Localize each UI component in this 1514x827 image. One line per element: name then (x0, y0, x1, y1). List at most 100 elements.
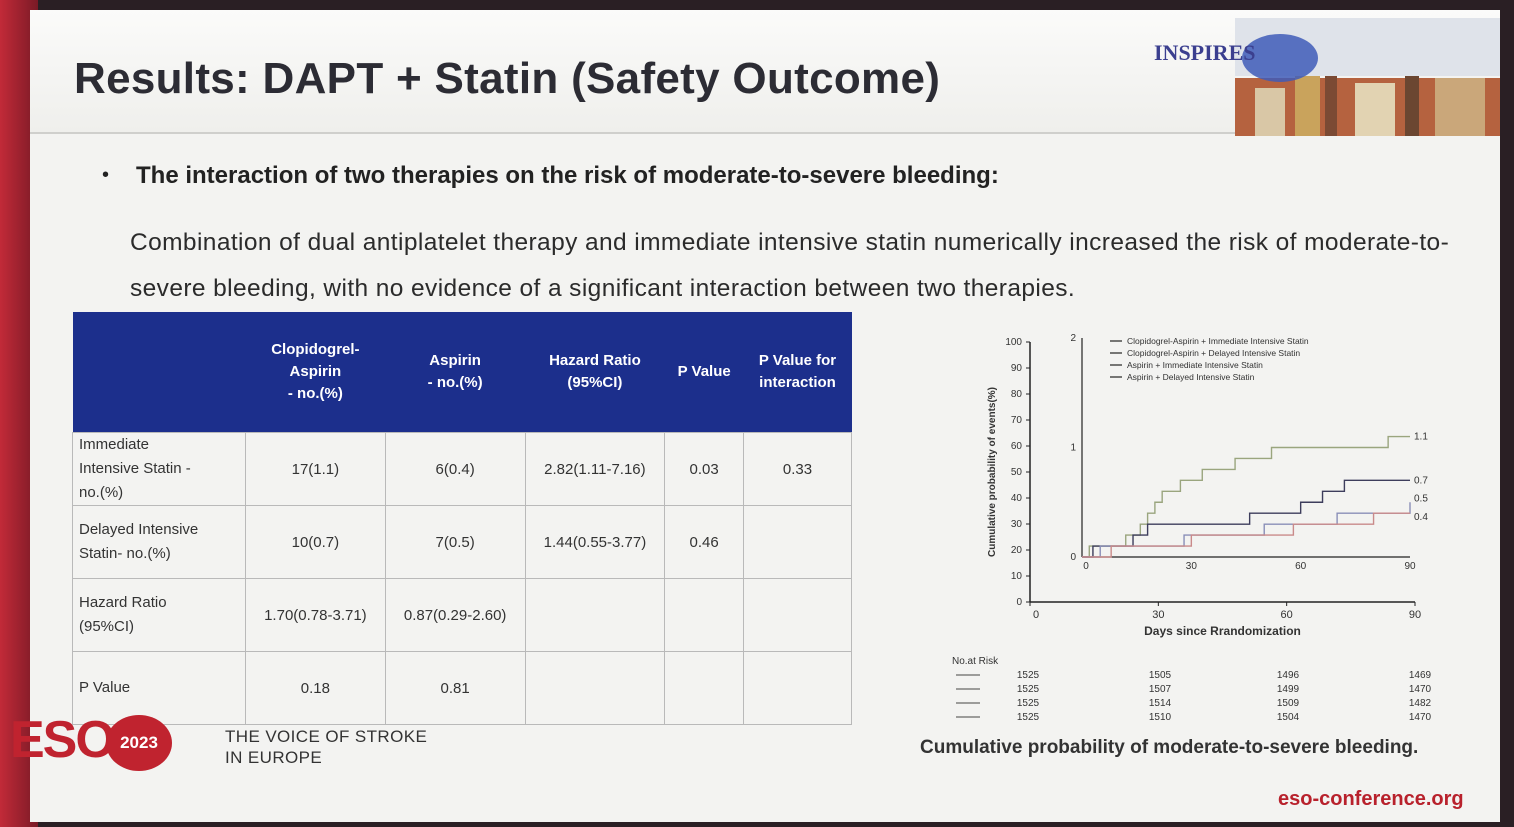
risk-count: 1499 (1277, 684, 1300, 695)
risk-count: 1509 (1277, 698, 1300, 709)
header-cell (72, 312, 246, 433)
x-axis-title: Days since Rrandomization (1144, 624, 1301, 638)
risk-count: 1504 (1277, 712, 1300, 723)
risk-count: 1470 (1409, 712, 1432, 723)
table-cell: 10(0.7) (245, 505, 386, 579)
x-tick-label: 30 (1152, 609, 1164, 621)
risk-count: 1525 (1017, 712, 1040, 723)
header-cell: P Value (664, 312, 744, 433)
series-end-label: 1.1 (1414, 432, 1428, 443)
y-axis-title: Cumulative probability of events(%) (987, 387, 998, 557)
website-link[interactable]: eso-conference.org (1278, 788, 1464, 810)
inspires-logo-text: INSPIRES (1154, 40, 1256, 65)
row-label: Delayed Intensive Statin- no.(%) (72, 505, 246, 579)
tagline: THE VOICE OF STROKE IN EUROPE (225, 726, 427, 768)
inset-y-tick-label: 0 (1070, 552, 1076, 563)
inset-y-tick-label: 1 (1070, 443, 1076, 454)
risk-count: 1510 (1149, 712, 1172, 723)
slide: Results: DAPT + Statin (Safety Outcome) … (10, 10, 1500, 822)
inset-x-tick-label: 60 (1295, 561, 1307, 572)
series-line-3 (1082, 502, 1411, 558)
summary-paragraph: Combination of dual antiplatelet therapy… (130, 229, 1450, 302)
esoc-year-badge: 2023 (106, 715, 172, 771)
legend-label: Clopidogrel-Aspirin + Delayed Intensive … (1127, 348, 1300, 358)
table-cell: 17(1.1) (245, 432, 386, 506)
table-header-row: Clopidogrel- Aspirin - no.(%) Aspirin - … (72, 312, 852, 433)
table-cell (664, 578, 745, 652)
legend-label: Aspirin + Immediate Intensive Statin (1127, 360, 1263, 370)
y-tick-label: 30 (1011, 519, 1023, 530)
bullet-icon: • (102, 164, 110, 186)
tagline-line-2: IN EUROPE (225, 748, 323, 767)
table-cell (524, 578, 666, 652)
table-cell: 0.18 (245, 651, 386, 725)
y-tick-label: 20 (1011, 545, 1023, 556)
table-cell (664, 651, 745, 725)
header-cell: P Value for interaction (743, 312, 852, 433)
header-cell: Aspirin - no.(%) (385, 312, 526, 433)
legend-label: Clopidogrel-Aspirin + Immediate Intensiv… (1127, 336, 1309, 346)
inset-x-tick-label: 0 (1083, 561, 1089, 572)
table-cell (524, 651, 666, 725)
row-label: P Value (72, 651, 246, 725)
inset-x-tick-label: 30 (1186, 561, 1198, 572)
row-label: Immediate Intensive Statin - no.(%) (72, 432, 246, 506)
y-tick-label: 70 (1011, 415, 1023, 426)
y-tick-label: 90 (1011, 363, 1023, 374)
table-cell (743, 651, 852, 725)
table-row: P Value 0.18 0.81 (72, 651, 852, 725)
y-tick-label: 50 (1011, 467, 1023, 478)
series-line-1 (1082, 435, 1410, 558)
table-cell: 1.70(0.78-3.71) (245, 578, 386, 652)
risk-table-label: No.at Risk (952, 656, 999, 667)
risk-count: 1482 (1409, 698, 1432, 709)
table-cell: 7(0.5) (384, 505, 526, 579)
y-tick-label: 40 (1011, 493, 1023, 504)
risk-count: 1470 (1409, 684, 1432, 695)
inset-x-tick-label: 90 (1404, 561, 1416, 572)
risk-count: 1514 (1149, 698, 1172, 709)
risk-count: 1496 (1277, 670, 1300, 681)
risk-count: 1525 (1017, 670, 1040, 681)
series-end-label: 0.4 (1414, 512, 1428, 523)
legend-label: Aspirin + Delayed Intensive Statin (1127, 372, 1255, 382)
title-bar: Results: DAPT + Statin (Safety Outcome) … (30, 10, 1500, 136)
risk-count: 1505 (1149, 670, 1172, 681)
slide-title: Results: DAPT + Statin (Safety Outcome) (74, 54, 941, 103)
table-cell: 0.03 (664, 432, 745, 506)
series-end-label: 0.7 (1414, 475, 1428, 486)
x-tick-label: 60 (1281, 609, 1293, 621)
row-label: Hazard Ratio (95%CI) (72, 578, 246, 652)
y-tick-label: 80 (1011, 389, 1023, 400)
chart-caption: Cumulative probability of moderate-to-se… (920, 737, 1419, 758)
table-row: Delayed Intensive Statin- no.(%) 10(0.7)… (72, 505, 852, 579)
table-cell (743, 505, 852, 579)
series-end-label: 0.5 (1414, 493, 1428, 504)
inset-y-tick-label: 2 (1070, 333, 1076, 344)
x-tick-label: 90 (1409, 609, 1421, 621)
y-tick-label: 100 (1005, 337, 1022, 348)
table-cell: 0.81 (384, 651, 526, 725)
table-cell: 0.33 (743, 432, 852, 506)
series-line-4 (1082, 512, 1410, 558)
x-tick-label: 0 (1033, 609, 1039, 621)
table-cell: 1.44(0.55-3.77) (524, 505, 666, 579)
table-row: Hazard Ratio (95%CI) 1.70(0.78-3.71) 0.8… (72, 578, 852, 652)
table-cell: 2.82(1.11-7.16) (524, 432, 666, 506)
risk-count: 1469 (1409, 670, 1432, 681)
risk-count: 1525 (1017, 684, 1040, 695)
risk-count: 1507 (1149, 684, 1172, 695)
table-row: Immediate Intensive Statin - no.(%) 17(1… (72, 432, 852, 506)
y-tick-label: 60 (1011, 441, 1023, 452)
header-cell: Hazard Ratio (95%CI) (525, 312, 665, 433)
bullet-text: The interaction of two therapies on the … (136, 162, 999, 189)
risk-count: 1525 (1017, 698, 1040, 709)
table-cell (743, 578, 852, 652)
table-cell: 0.87(0.29-2.60) (384, 578, 526, 652)
header-cell: Clopidogrel- Aspirin - no.(%) (245, 312, 386, 433)
results-table: Clopidogrel- Aspirin - no.(%) Aspirin - … (72, 312, 852, 725)
city-skyline-logo (1235, 18, 1500, 136)
y-tick-label: 0 (1016, 597, 1022, 608)
y-tick-label: 10 (1011, 571, 1023, 582)
